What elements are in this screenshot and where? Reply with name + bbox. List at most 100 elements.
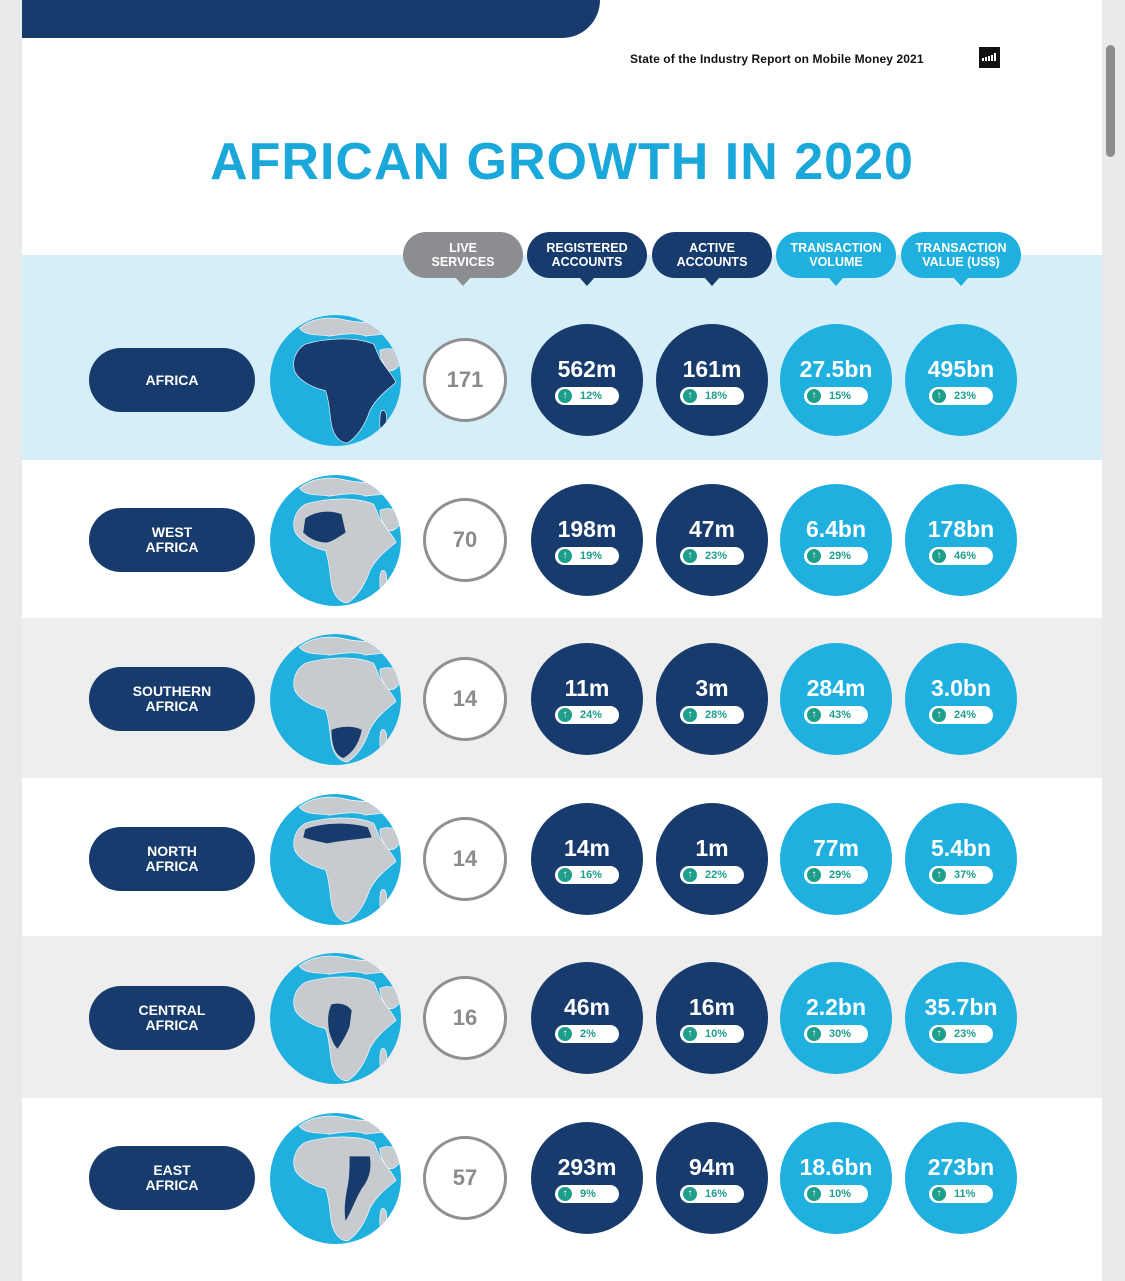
arrow-up-circle-icon: ↑ [932, 1186, 946, 1201]
value-stat: 273bn ↑ 11% [905, 1122, 1017, 1234]
volume-value: 284m [806, 674, 866, 701]
value-value: 5.4bn [930, 834, 992, 861]
growth-percent: 11% [954, 1187, 976, 1200]
arrow-up-circle-icon: ↑ [683, 707, 697, 722]
growth-badge: ↑ 9% [555, 1184, 619, 1203]
vertical-scrollbar[interactable] [1106, 45, 1115, 157]
arrow-up-circle-icon: ↑ [807, 707, 821, 722]
arrow-up-circle-icon: ↑ [558, 548, 572, 563]
arrow-up-circle-icon: ↑ [932, 1026, 946, 1041]
growth-badge: ↑ 23% [680, 546, 744, 565]
arrow-up-circle-icon: ↑ [558, 867, 572, 882]
growth-percent: 43% [829, 708, 852, 721]
region-globe-map [269, 952, 402, 1085]
region-globe-map [269, 314, 402, 447]
arrow-up-circle-icon: ↑ [683, 388, 697, 403]
active-value: 47m [688, 515, 736, 542]
arrow-up-circle-icon: ↑ [807, 388, 821, 403]
value-stat: 3.0bn ↑ 24% [905, 643, 1017, 755]
volume-stat: 18.6bn ↑ 10% [780, 1122, 892, 1234]
active-value: 3m [695, 674, 729, 701]
growth-badge: ↑ 46% [929, 546, 993, 565]
growth-percent: 24% [954, 708, 977, 721]
region-label: WEST AFRICA [89, 508, 255, 572]
registered-value: 293m [557, 1153, 617, 1180]
active-value: 94m [688, 1153, 736, 1180]
growth-percent: 9% [580, 1187, 596, 1200]
growth-badge: ↑ 23% [929, 1024, 993, 1043]
growth-badge: ↑ 16% [555, 865, 619, 884]
region-globe-map [269, 793, 402, 926]
growth-badge: ↑ 28% [680, 705, 744, 724]
growth-percent: 16% [705, 1187, 728, 1200]
growth-percent: 30% [829, 1027, 852, 1040]
growth-badge: ↑ 12% [555, 386, 619, 405]
registered-value: 14m [563, 834, 611, 861]
arrow-up-circle-icon: ↑ [683, 867, 697, 882]
column-header-volume: TRANSACTION VOLUME [776, 232, 896, 286]
growth-percent: 29% [829, 868, 852, 881]
registered-value: 562m [557, 355, 617, 382]
active-stat: 1m ↑ 22% [656, 803, 768, 915]
arrow-up-circle-icon: ↑ [683, 548, 697, 563]
arrow-up-circle-icon: ↑ [807, 1186, 821, 1201]
live-services-value: 70 [423, 498, 507, 582]
live-services-value: 57 [423, 1136, 507, 1220]
growth-badge: ↑ 43% [804, 705, 868, 724]
bar-chart-logo-icon [979, 47, 1000, 68]
column-header-value: TRANSACTION VALUE (US$) [901, 232, 1021, 286]
growth-badge: ↑ 29% [804, 546, 868, 565]
registered-value: 11m [564, 674, 610, 701]
growth-badge: ↑ 37% [929, 865, 993, 884]
active-value: 161m [682, 355, 742, 382]
region-label: AFRICA [89, 348, 255, 412]
growth-badge: ↑ 15% [804, 386, 868, 405]
registered-value: 198m [557, 515, 617, 542]
arrow-up-circle-icon: ↑ [558, 707, 572, 722]
growth-badge: ↑ 10% [680, 1024, 744, 1043]
growth-percent: 29% [829, 549, 852, 562]
volume-stat: 284m ↑ 43% [780, 643, 892, 755]
active-value: 16m [688, 993, 736, 1020]
growth-percent: 10% [829, 1187, 852, 1200]
active-stat: 3m ↑ 28% [656, 643, 768, 755]
active-stat: 47m ↑ 23% [656, 484, 768, 596]
value-stat: 495bn ↑ 23% [905, 324, 1017, 436]
arrow-up-circle-icon: ↑ [932, 548, 946, 563]
growth-percent: 23% [954, 1027, 977, 1040]
region-globe-map [269, 633, 402, 766]
volume-value: 2.2bn [805, 993, 867, 1020]
growth-percent: 2% [580, 1027, 596, 1040]
value-value: 3.0bn [930, 674, 992, 701]
column-header-live: LIVE SERVICES [403, 232, 523, 286]
growth-badge: ↑ 24% [929, 705, 993, 724]
volume-stat: 2.2bn ↑ 30% [780, 962, 892, 1074]
region-globe-map [269, 1112, 402, 1245]
growth-percent: 22% [705, 868, 728, 881]
growth-percent: 23% [705, 549, 728, 562]
arrow-up-circle-icon: ↑ [807, 1026, 821, 1041]
growth-percent: 46% [954, 549, 977, 562]
column-header-registered: REGISTERED ACCOUNTS [527, 232, 647, 286]
volume-stat: 27.5bn ↑ 15% [780, 324, 892, 436]
growth-percent: 19% [580, 549, 603, 562]
region-globe-map [269, 474, 402, 607]
growth-badge: ↑ 23% [929, 386, 993, 405]
live-services-value: 14 [423, 817, 507, 901]
growth-percent: 28% [705, 708, 728, 721]
registered-value: 46m [563, 993, 611, 1020]
registered-stat: 293m ↑ 9% [531, 1122, 643, 1234]
arrow-up-circle-icon: ↑ [807, 548, 821, 563]
growth-percent: 10% [705, 1027, 728, 1040]
volume-stat: 6.4bn ↑ 29% [780, 484, 892, 596]
growth-badge: ↑ 2% [555, 1024, 619, 1043]
live-services-value: 171 [423, 338, 507, 422]
growth-badge: ↑ 22% [680, 865, 744, 884]
registered-stat: 198m ↑ 19% [531, 484, 643, 596]
growth-badge: ↑ 29% [804, 865, 868, 884]
volume-value: 6.4bn [805, 515, 867, 542]
value-value: 35.7bn [924, 993, 998, 1020]
growth-percent: 16% [580, 868, 603, 881]
growth-badge: ↑ 30% [804, 1024, 868, 1043]
growth-badge: ↑ 10% [804, 1184, 868, 1203]
